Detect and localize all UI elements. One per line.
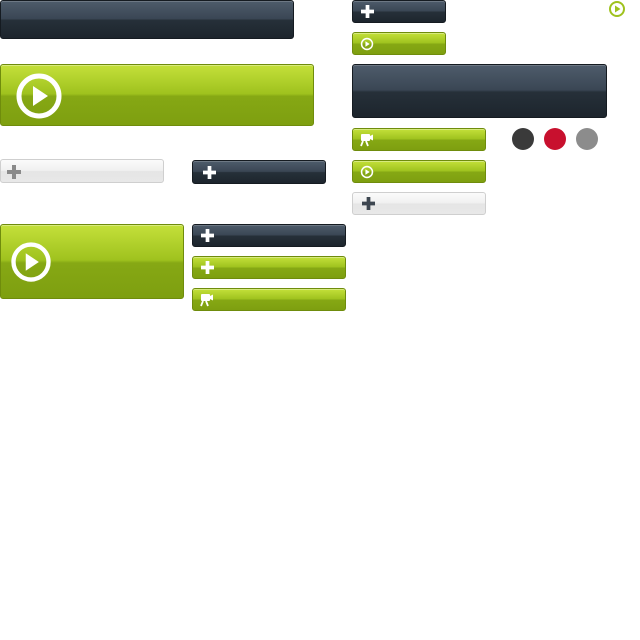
green-add-button[interactable]	[192, 256, 346, 279]
dark-add-button[interactable]	[192, 224, 346, 247]
green-camera-button-short[interactable]	[352, 128, 486, 151]
large-green-play-button[interactable]	[0, 64, 314, 126]
light-add-button-wide[interactable]	[0, 159, 164, 183]
play-icon[interactable]	[608, 0, 626, 18]
medium-green-play-button[interactable]	[0, 224, 184, 299]
dark-add-button-small[interactable]	[352, 0, 446, 23]
plus-icon	[7, 165, 21, 179]
green-play-button-small[interactable]	[352, 32, 446, 55]
dark-add-button-medium[interactable]	[192, 160, 326, 184]
play-icon	[16, 73, 62, 119]
play-icon	[11, 242, 51, 282]
camera-icon	[200, 294, 213, 307]
large-dark-panel-button[interactable]	[352, 64, 607, 118]
play-icon	[360, 165, 374, 179]
green-camera-button[interactable]	[192, 288, 346, 311]
light-add-button-short[interactable]	[352, 192, 486, 215]
swatch-red	[544, 128, 566, 150]
plus-icon	[362, 197, 375, 210]
camera-icon	[360, 134, 373, 147]
plus-icon	[203, 166, 216, 179]
plus-icon	[201, 229, 214, 242]
large-dark-button[interactable]	[0, 0, 294, 39]
swatch-gray	[576, 128, 598, 150]
plus-icon	[361, 5, 374, 18]
plus-icon	[201, 261, 214, 274]
swatch-dark	[512, 128, 534, 150]
play-icon	[360, 37, 374, 51]
green-play-button-short[interactable]	[352, 160, 486, 183]
